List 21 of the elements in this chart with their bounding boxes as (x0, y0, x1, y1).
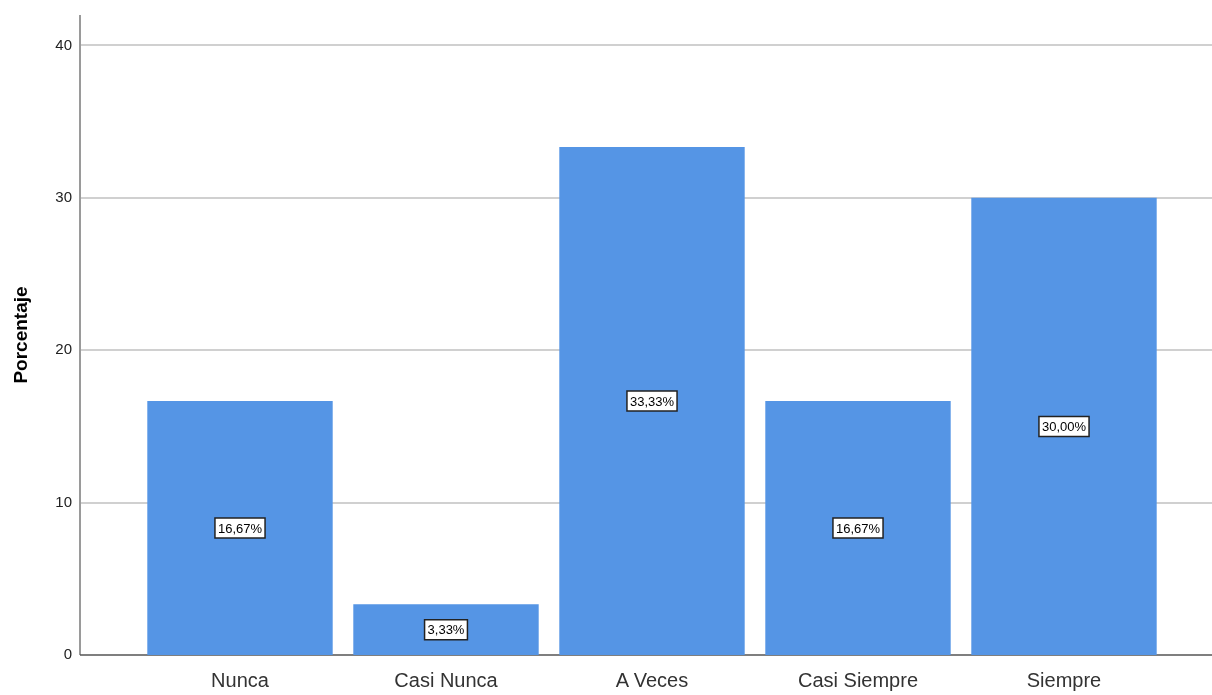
x-tick-label: Siempre (1026, 668, 1102, 691)
x-tick-label: Nunca (211, 668, 270, 691)
data-label: 3,33% (427, 622, 465, 638)
bar (971, 197, 1157, 655)
data-label: 30,00% (1041, 419, 1087, 435)
y-tick-label: 20 (55, 340, 72, 358)
y-tick-label: 10 (55, 492, 72, 510)
y-axis-title: Porcentaje (9, 286, 31, 384)
y-tick-label: 30 (55, 188, 72, 205)
y-tick-label: 40 (55, 35, 72, 53)
bar (147, 400, 333, 655)
x-tick-label: Casi Nunca (394, 668, 499, 691)
data-label: 33,33% (629, 393, 675, 409)
x-tick-label: Casi Siempre (797, 668, 919, 691)
bar (559, 147, 745, 655)
y-tick-label: 0 (63, 645, 72, 663)
bar (353, 604, 539, 655)
data-label: 16,67% (835, 520, 881, 536)
data-label: 16,67% (217, 520, 263, 536)
bar (765, 400, 951, 655)
x-tick-label: A Veces (615, 668, 689, 691)
